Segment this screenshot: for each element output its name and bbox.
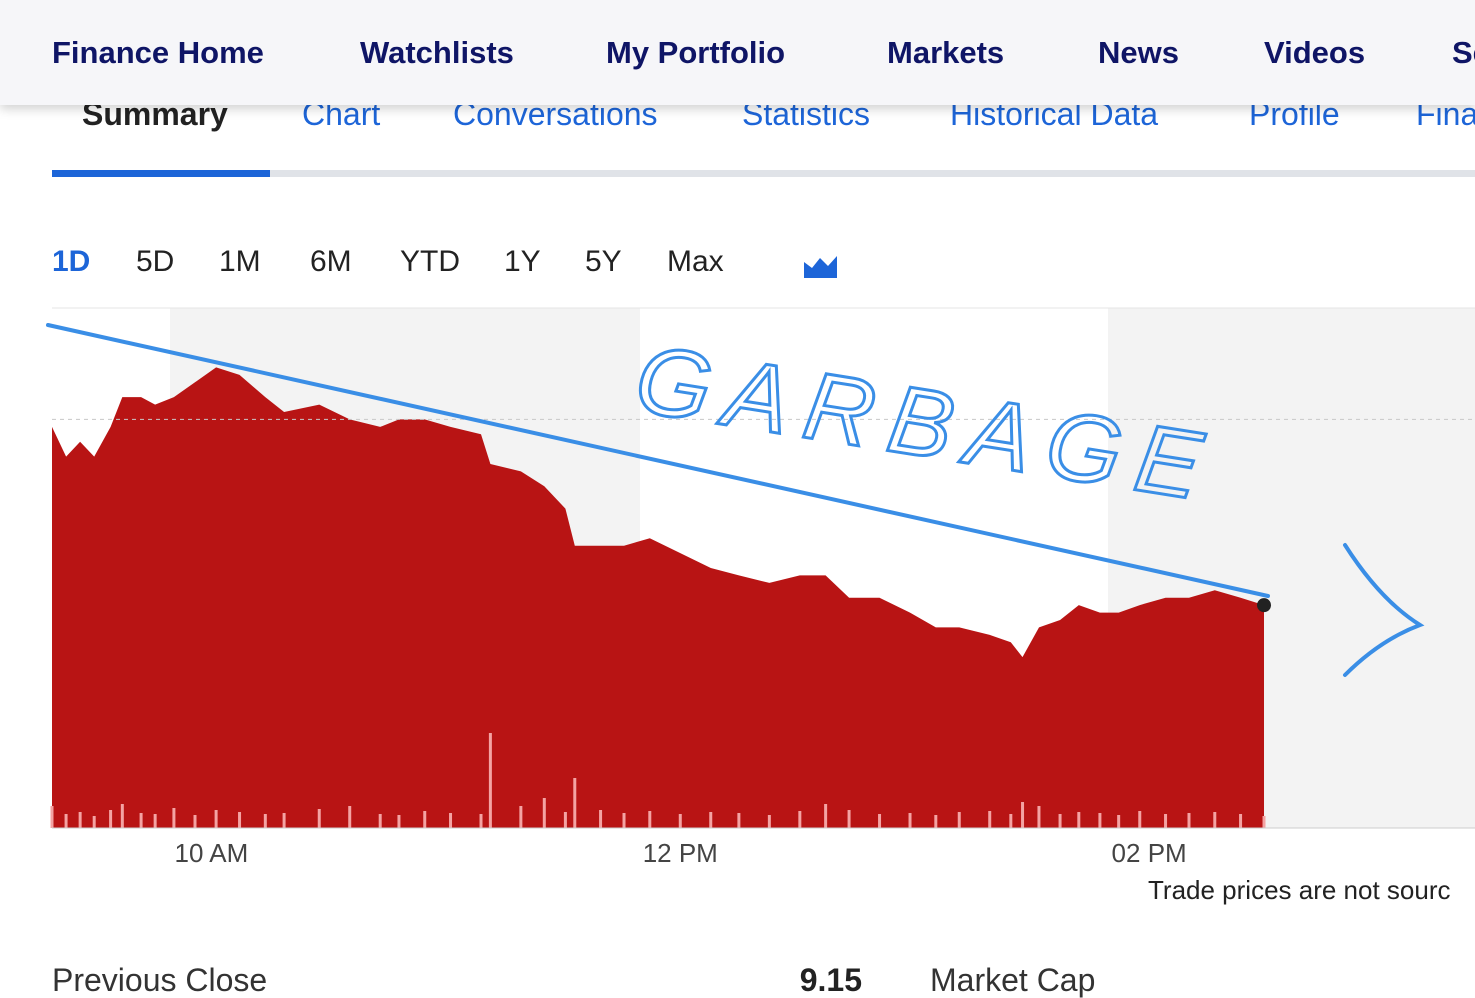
volume-bar [193,815,197,828]
volume-bar [479,814,483,828]
volume-bar [737,813,741,828]
nav-link[interactable]: My Portfolio [606,35,786,70]
volume-bar [824,804,828,828]
price-area [52,367,1265,828]
volume-bar [1164,814,1168,828]
volume-bar [798,811,802,828]
trend-line [46,323,1270,598]
header: Finance Home Watchlists My Portfolio Market… [0,0,1475,105]
volume-bar [317,809,321,828]
volume-bar [622,813,626,828]
volume-bar [1138,811,1142,828]
volume-bar [542,798,546,828]
icon-shape [804,256,837,278]
volume-bar [767,815,771,828]
volume-bar [1077,812,1081,828]
volume-bar [172,808,176,828]
x-tick-label: 10 AM [175,838,249,868]
volume-bar [263,814,267,828]
range-button[interactable]: 1D [52,245,91,278]
nav-link[interactable]: Se [1452,35,1475,70]
volume-bar [878,814,882,828]
x-tick-label: 12 PM [643,838,718,868]
volume-bar [64,814,68,828]
volume-bar [282,813,286,828]
volume-bar [378,814,382,828]
volume-bar [92,816,96,828]
volume-bar [238,812,242,828]
volume-bar [1117,815,1121,828]
volume-bar [1037,806,1041,828]
volume-bar [934,815,938,828]
volume-bar [847,810,851,828]
volume-bar [709,812,713,828]
volume-bar [348,806,352,828]
nav-link[interactable]: Videos [1264,35,1366,70]
tab-underline [52,170,270,177]
annotation [46,323,1425,677]
volume-bar [423,811,427,828]
volume-bar [1239,814,1243,828]
volume-bar [120,804,124,828]
range-button[interactable]: YTD [400,245,460,278]
volume-bar [1262,816,1266,828]
footnote: Trade prices are not sourc [1148,875,1451,905]
stat-label: Market Cap [930,962,1096,998]
volume-bar [1009,814,1013,828]
volume-bar [519,806,523,828]
range-button[interactable]: 5Y [585,245,622,278]
volume-bar [1058,814,1062,828]
range-button[interactable]: 1Y [504,245,541,278]
nav-link[interactable]: News [1098,35,1179,70]
volume-bar [1213,812,1217,828]
range-button[interactable]: 6M [310,245,352,278]
tab-track [52,170,1475,177]
stat-label: Previous Close [52,962,268,998]
volume-bar [1021,802,1025,828]
volume-bar [648,811,652,828]
volume-bar [139,813,143,828]
nav-link[interactable]: Watchlists [360,35,514,70]
volume-bar [78,812,82,828]
volume-bar [988,811,992,828]
volume-bar [678,814,682,828]
stat-value: 9.15 [799,962,862,998]
arrow-head [1343,543,1425,677]
volume-bar [957,812,961,828]
volume-bar [109,810,113,828]
range-button[interactable]: 5D [136,245,175,278]
volume-bar [573,778,577,828]
volume-bar [563,812,567,828]
volume-bar [153,814,157,828]
volume-bar [214,810,218,828]
volume-bar [908,813,912,828]
volume-bar [397,815,401,828]
volume-bar [50,806,54,828]
chart-type-icon[interactable] [804,256,837,278]
range-button[interactable]: Max [667,245,724,278]
volume-bar [449,813,453,828]
x-tick-label: 02 PM [1112,838,1187,868]
volume-bar [1187,813,1191,828]
nav-link[interactable]: Markets [887,35,1005,70]
nav-link[interactable]: Finance Home [52,35,264,70]
volume-bar [599,810,603,828]
range-button[interactable]: 1M [219,245,261,278]
volume-bar [488,733,492,828]
last-point [1257,598,1272,613]
volume-bar [1098,813,1102,828]
